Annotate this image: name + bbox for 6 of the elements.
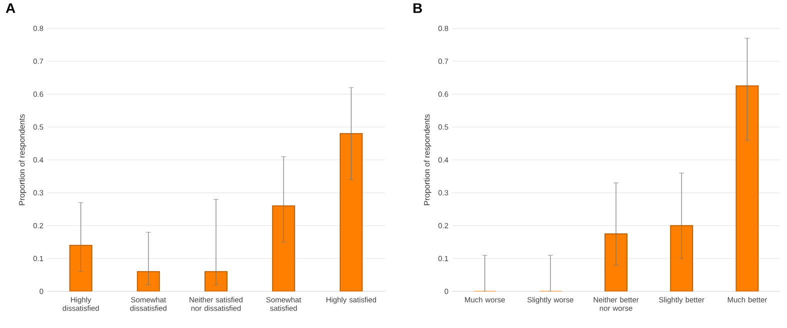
chart-title: A: [6, 3, 16, 13]
bar: [272, 205, 296, 292]
chart-title: B: [413, 3, 422, 13]
bar: [670, 224, 694, 292]
bar: [340, 132, 363, 292]
bar: [736, 85, 759, 292]
